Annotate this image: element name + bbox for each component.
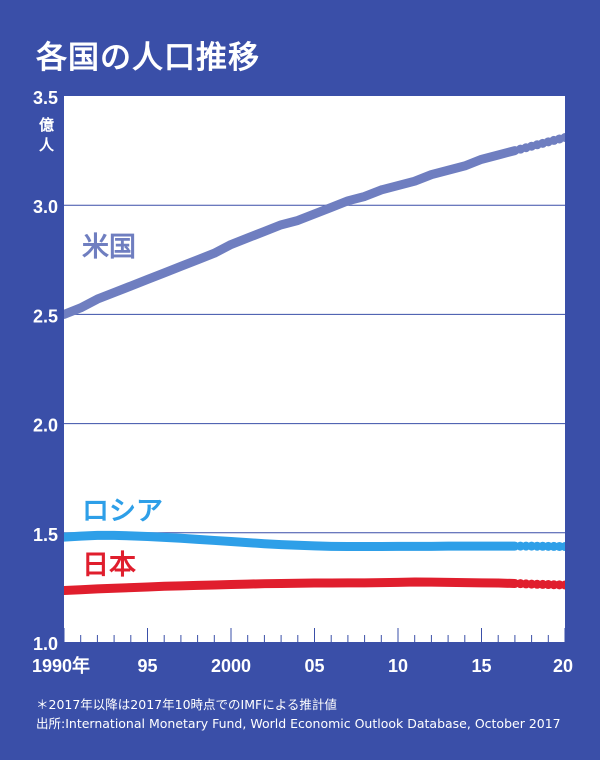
series-line-2 <box>64 577 520 595</box>
x-tick-label: 15 <box>471 656 491 676</box>
x-tick-label: 2000 <box>211 656 251 676</box>
series-label: 日本 <box>82 550 136 581</box>
y-tick-label: 2.5 <box>33 306 58 326</box>
x-tick-label: 05 <box>304 656 324 676</box>
estimate-point <box>560 132 565 142</box>
x-tick-label: 1990年 <box>32 655 90 676</box>
y-tick-label: 1.0 <box>33 634 58 654</box>
plot-area: 米国 ロシア 日本 <box>64 96 565 642</box>
series-line-1 <box>64 530 520 552</box>
series-line-0 <box>64 146 520 319</box>
x-tick-label: 10 <box>388 656 408 676</box>
y-unit-label: 人 <box>39 136 55 154</box>
estimate-point <box>560 580 565 590</box>
estimate-point <box>560 542 565 552</box>
chart-title: 各国の人口推移 <box>36 40 260 76</box>
x-tick-label: 20 <box>553 656 573 676</box>
source-note: 出所:International Monetary Fund, World Ec… <box>36 716 561 731</box>
estimate-footnote: ＊2017年以降は2017年10時点でのIMFによる推計値 <box>36 697 337 712</box>
y-unit-label: 億 <box>39 116 54 134</box>
y-tick-label: 2.0 <box>33 416 58 436</box>
y-tick-label: 1.5 <box>33 525 58 545</box>
y-tick-label: 3.5 <box>33 88 58 108</box>
series-label: 米国 <box>82 232 136 263</box>
series-label: ロシア <box>82 496 163 527</box>
y-tick-label: 3.0 <box>33 197 58 217</box>
x-tick-label: 95 <box>137 656 157 676</box>
